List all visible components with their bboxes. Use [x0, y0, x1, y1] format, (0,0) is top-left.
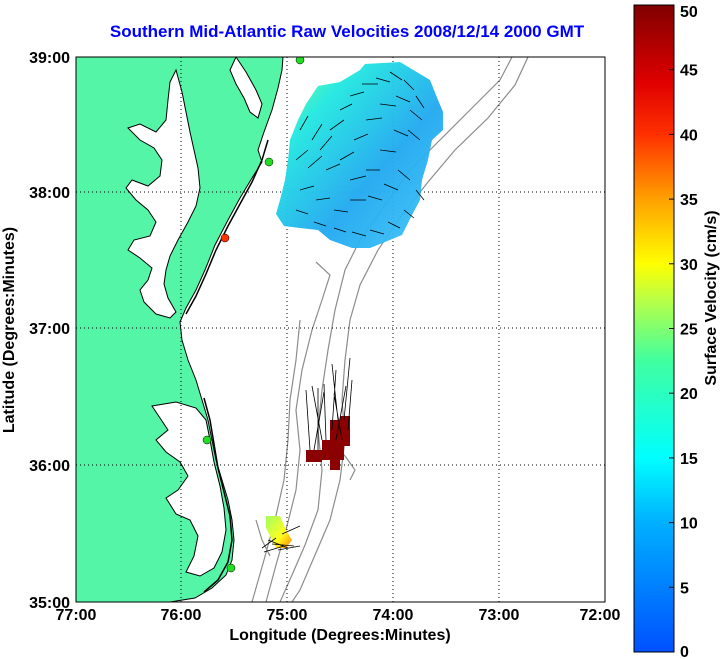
y-tick-label: 38:00 [29, 185, 70, 202]
velocity-vectors-hatteras [305, 357, 353, 451]
velocity-vectors-south [261, 525, 301, 553]
x-axis-label: Longitude (Degrees:Minutes) [229, 627, 450, 644]
colorbar-tick-label: 45 [680, 63, 698, 80]
x-tick-labels: 77:00 76:00 75:00 74:00 73:00 72:00 [56, 607, 621, 624]
colorbar-tick-label: 50 [680, 4, 698, 21]
station-marker [264, 157, 274, 167]
map-title: Southern Mid-Atlantic Raw Velocities 200… [109, 22, 585, 41]
colorbar-tick-label: 35 [680, 192, 698, 209]
outer-banks [203, 397, 233, 593]
bathymetry-contours [251, 57, 529, 602]
x-tick-label: 75:00 [267, 607, 308, 624]
plot-frame [75, 56, 606, 603]
colorbar-tick-label: 25 [680, 322, 698, 339]
x-tick-label: 76:00 [161, 607, 202, 624]
x-tick-label: 72:00 [580, 607, 621, 624]
velocity-field-south [266, 516, 292, 548]
velocity-field-hatteras [306, 416, 350, 470]
velocity-field-north [276, 62, 443, 248]
hf-radar-stations [202, 57, 305, 573]
y-axis-label: Latitude (Degrees:Minutes) [1, 227, 18, 433]
colorbar-tick-label: 20 [680, 386, 698, 403]
colorbar-tick-label: 0 [680, 644, 689, 659]
velocity-vectors-north [295, 71, 425, 237]
y-tick-label: 36:00 [29, 458, 70, 475]
y-tick-label: 37:00 [29, 321, 70, 338]
colorbar [633, 4, 675, 653]
y-tick-label: 35:00 [29, 595, 70, 612]
station-marker [295, 57, 305, 65]
colorbar-tick-label: 40 [680, 127, 698, 144]
delaware-bay [229, 57, 263, 119]
colorbar-tick-label: 10 [680, 516, 698, 533]
colorbar-label: Surface Velocity (cm/s) [703, 210, 720, 385]
x-tick-label: 77:00 [56, 607, 97, 624]
chesapeake-bay [125, 68, 201, 319]
x-tick-label: 73:00 [479, 607, 520, 624]
y-tick-labels: 39:00 38:00 37:00 36:00 35:00 [29, 50, 70, 612]
colorbar-tick-label: 5 [680, 580, 689, 597]
pamlico-sound [151, 401, 227, 577]
colorbar-tick-label: 15 [680, 451, 698, 468]
colorbar-ticks: 0 5 10 15 20 25 30 35 40 45 50 [669, 4, 698, 659]
station-marker [226, 563, 236, 573]
station-marker [220, 233, 230, 243]
station-marker [202, 435, 212, 445]
colorbar-tick-label: 30 [680, 257, 698, 274]
delmarva-coast [185, 139, 269, 315]
y-tick-label: 39:00 [29, 50, 70, 67]
x-tick-label: 74:00 [373, 607, 414, 624]
